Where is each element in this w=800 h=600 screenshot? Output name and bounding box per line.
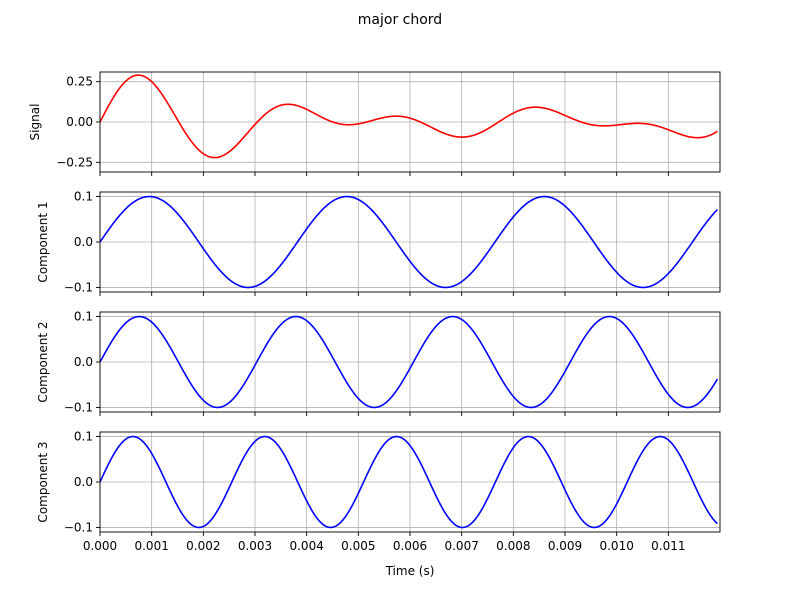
x-tick-label: 0.007 — [444, 539, 478, 553]
y-tick-label: 0.1 — [74, 310, 93, 324]
y-tick-label: −0.1 — [64, 400, 93, 414]
subplot-2: 0.1 0.0 −0.1 Component 1 — [36, 190, 721, 296]
subplot-4: 0.1 0.0 −0.1 0.000 0.001 0.002 0.003 0.004 0.005… — [36, 430, 721, 553]
y-axis-label: Component 3 — [36, 441, 50, 522]
x-axis-label: Time (s) — [385, 564, 435, 578]
subplot-1: 0.25 0.00 −0.25 Signal — [28, 71, 721, 176]
y-tick-label: 0.25 — [66, 75, 93, 89]
x-tick-label: 0.011 — [651, 539, 685, 553]
subplot-3: 0.1 0.0 −0.1 Component 2 — [36, 310, 721, 416]
y-tick-label: 0.0 — [74, 235, 93, 249]
x-tick-label: 0.002 — [186, 539, 220, 553]
grid-lines — [99, 72, 720, 172]
grid-lines — [99, 432, 720, 532]
x-tick-label: 0.008 — [496, 539, 530, 553]
y-tick-label: 0.0 — [74, 355, 93, 369]
x-tick-label: 0.000 — [83, 539, 117, 553]
x-tick-label: 0.001 — [134, 539, 168, 553]
y-tick-label: 0.0 — [74, 475, 93, 489]
x-tick-label: 0.009 — [548, 539, 582, 553]
chart-title: major chord — [358, 12, 442, 28]
x-tick-label: 0.005 — [341, 539, 375, 553]
y-tick-label: 0.1 — [74, 430, 93, 444]
x-tick-label: 0.003 — [238, 539, 272, 553]
x-tick-label: 0.006 — [393, 539, 427, 553]
y-axis-label: Signal — [28, 104, 42, 141]
subplots: 0.25 0.00 −0.25 Signal 0.1 0.0 −0.1 Component 1… — [28, 71, 721, 553]
series-line — [100, 195, 718, 289]
y-tick-label: −0.25 — [56, 155, 93, 169]
x-tick-label: 0.010 — [599, 539, 633, 553]
series-line — [100, 74, 718, 159]
y-axis-label: Component 1 — [36, 201, 50, 282]
y-tick-label: 0.1 — [74, 190, 93, 204]
series-line — [100, 435, 718, 529]
y-tick-label: 0.00 — [66, 115, 93, 129]
y-tick-label: −0.1 — [64, 520, 93, 534]
y-tick-label: −0.1 — [64, 280, 93, 294]
series-line — [100, 315, 719, 409]
x-tick-label: 0.004 — [289, 539, 323, 553]
grid-lines — [99, 192, 720, 292]
y-axis-label: Component 2 — [36, 321, 50, 402]
